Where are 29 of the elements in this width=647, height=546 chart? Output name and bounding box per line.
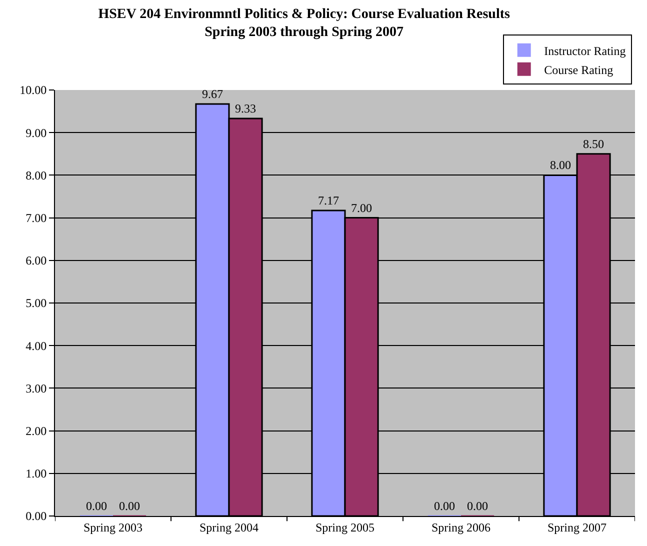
data-label: 7.00 — [351, 200, 372, 215]
data-label: 0.00 — [434, 499, 455, 513]
x-tick-label: Spring 2003 — [83, 520, 143, 534]
y-tick-label: 5.00 — [26, 296, 47, 310]
data-label: 0.00 — [86, 499, 107, 513]
data-label: 0.00 — [467, 499, 488, 513]
y-tick-label: 8.00 — [26, 168, 47, 182]
legend-label: Course Rating — [544, 62, 614, 77]
y-tick-label: 10.00 — [20, 83, 47, 98]
data-label: 0.00 — [119, 499, 140, 513]
data-label: 8.00 — [550, 158, 571, 172]
y-tick-label: 3.00 — [26, 381, 47, 396]
data-label: 9.33 — [235, 102, 256, 116]
x-tick-label: Spring 2006 — [431, 520, 491, 534]
x-tick-label: Spring 2005 — [315, 520, 375, 534]
y-tick-label: 7.00 — [26, 211, 47, 225]
legend-label: Instructor Rating — [544, 44, 626, 58]
x-tick-label: Spring 2007 — [547, 520, 607, 534]
y-tick-label: 9.00 — [26, 126, 47, 140]
y-tick-label: 6.00 — [26, 254, 47, 268]
data-label: 9.67 — [202, 87, 223, 102]
y-tick-label: 2.00 — [26, 424, 47, 438]
data-label: 7.17 — [318, 194, 339, 208]
y-tick-label: 1.00 — [26, 466, 47, 481]
y-tick-label: 0.00 — [26, 509, 47, 524]
x-tick-label: Spring 2004 — [199, 520, 259, 534]
chart-title: HSEV 204 Environmntl Politics & Policy: Course Evaluation Results Spring 2003 through Spring 2007 — [98, 7, 511, 40]
data-label: 8.50 — [583, 136, 604, 151]
y-tick-label: 4.00 — [26, 338, 47, 353]
